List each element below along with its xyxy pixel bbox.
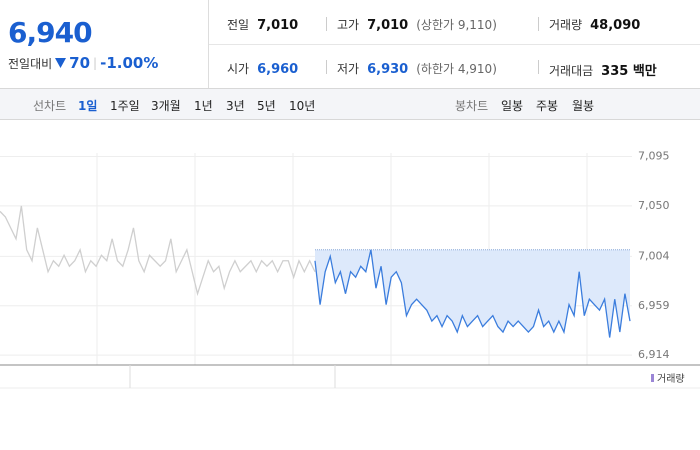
field: 저가 6,930 (하한가 4,910) (337, 60, 497, 77)
tab[interactable]: 5년 (257, 99, 276, 113)
field-label: 전일 (227, 18, 250, 32)
y-tick-label: 6,959 (638, 299, 670, 312)
field: 시가 6,960 (227, 60, 298, 77)
legend-swatch (651, 374, 654, 382)
tab[interactable]: 3개월 (151, 99, 181, 113)
y-tick-label: 7,004 (638, 249, 670, 262)
price-line (0, 205, 316, 297)
field-label: 시가 (227, 62, 250, 76)
price-line (314, 249, 631, 338)
tab[interactable]: 1주일 (110, 99, 140, 113)
tab[interactable]: 월봉 (572, 99, 595, 113)
field-value: 7,010 (367, 18, 409, 33)
price-box: 6,940 전일대비 70 | -1.00% (0, 0, 209, 88)
chart: 6,914 6,959 7,004 7,050 7,095 거래량 (0, 150, 700, 389)
area (315, 249, 630, 338)
field-label: 저가 (337, 62, 360, 76)
y-tick-label: 6,914 (638, 348, 670, 361)
change: 전일대비 70 | -1.00% (8, 54, 159, 72)
field-note: (하한가 4,910) (416, 62, 497, 76)
field: 거래량 48,090 (549, 16, 640, 33)
field-value: 7,010 (257, 18, 299, 33)
field-value: 6,930 (367, 62, 409, 77)
y-tick-label: 7,050 (638, 199, 670, 212)
tab-group-label: 봉차트 (455, 99, 489, 113)
tab[interactable]: 1년 (194, 99, 213, 113)
tab[interactable]: 주봉 (536, 99, 559, 113)
field-label: 거래대금 (549, 64, 594, 78)
down-icon (55, 58, 67, 68)
tab[interactable]: 일봉 (501, 99, 524, 113)
field-note: (상한가 9,110) (416, 18, 497, 32)
field-label: 고가 (337, 18, 360, 32)
period-tabs: 선차트 1일 1주일 3개월 1년 3년 5년 10년 봉차트 일봉 주봉 월봉 (0, 88, 700, 120)
field: 거래대금 335 백만 (549, 60, 657, 79)
change-label: 전일대비 (8, 56, 53, 71)
field: 전일 7,010 (227, 16, 298, 33)
tab[interactable]: 3년 (226, 99, 245, 113)
tab-group-label: 선차트 (33, 99, 67, 113)
change-amount: 70 (69, 54, 91, 72)
tab[interactable]: 10년 (289, 99, 316, 113)
field: 고가 7,010 (상한가 9,110) (337, 16, 497, 33)
quote-fields: 전일 7,010 고가 7,010 (상한가 9,110) 거래량 48,090 시가 6… (209, 0, 700, 88)
field-label: 거래량 (549, 18, 583, 32)
field-value: 48,090 (590, 18, 641, 33)
legend-label: 거래량 (657, 373, 685, 385)
change-rate: -1.00% (100, 54, 159, 72)
tab[interactable]: 1일 (78, 99, 98, 113)
current-price: 6,940 (8, 16, 93, 49)
y-tick-label: 7,095 (638, 150, 670, 163)
field-value: 6,960 (257, 62, 299, 77)
field-value: 335 백만 (601, 64, 657, 79)
